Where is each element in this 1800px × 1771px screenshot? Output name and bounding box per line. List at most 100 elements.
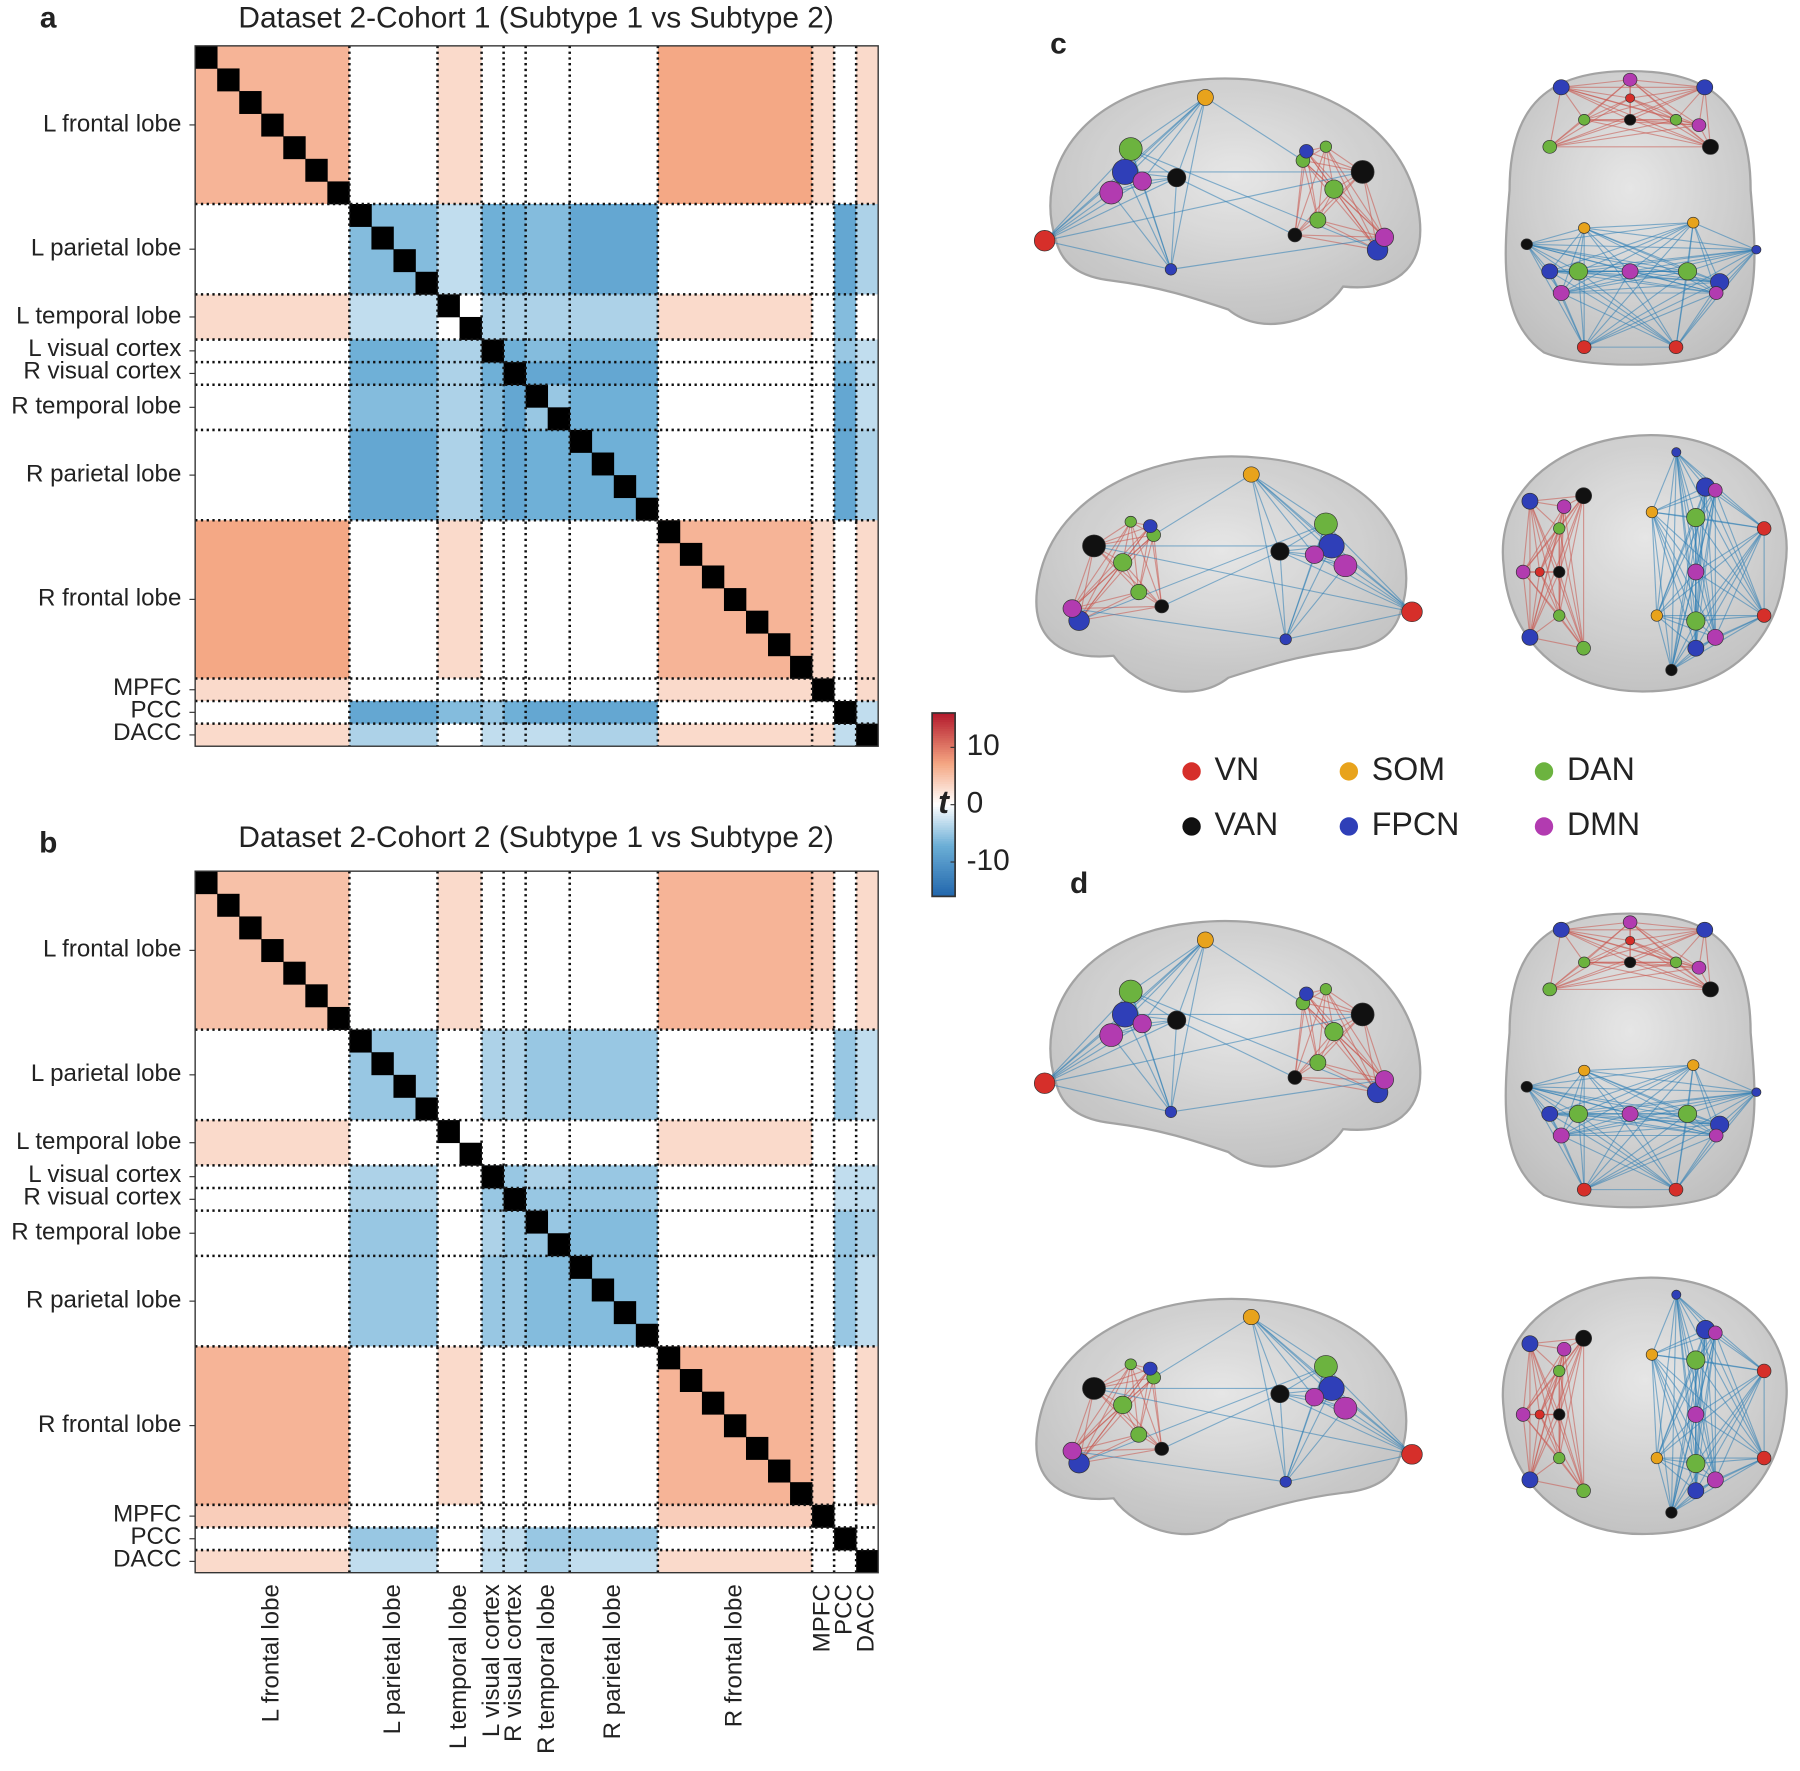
heatmap-block <box>834 723 857 747</box>
diagonal-cell <box>701 1391 725 1415</box>
row-label: R parietal lobe <box>26 1287 181 1314</box>
connection <box>1629 97 1711 148</box>
connection <box>1122 1404 1163 1450</box>
connection <box>1583 921 1631 963</box>
brain-node <box>1578 222 1591 234</box>
connection <box>1558 571 1585 649</box>
connection <box>1522 1414 1531 1480</box>
colorbar-step <box>932 841 956 845</box>
heatmap-block <box>812 294 835 340</box>
colorbar-step <box>932 763 956 767</box>
connection <box>1629 86 1705 121</box>
column-label: L visual cortex <box>478 1584 505 1737</box>
connection <box>1529 1414 1560 1481</box>
connection <box>1250 474 1281 552</box>
brain-node <box>1124 515 1137 528</box>
row-label: L frontal lobe <box>43 110 181 137</box>
brain-node <box>1374 227 1394 247</box>
connection <box>1670 452 1677 671</box>
brain-node <box>1314 1355 1338 1378</box>
connection <box>1651 1354 1697 1464</box>
heatmap-block <box>569 871 659 1030</box>
column-label: R temporal lobe <box>533 1584 560 1754</box>
connection <box>1656 1294 1677 1459</box>
colorbar-step <box>932 715 956 719</box>
heatmap-block <box>349 45 438 205</box>
legend-label: VAN <box>1215 806 1279 842</box>
row-label: L visual cortex <box>28 1161 181 1188</box>
connection <box>1549 961 1585 990</box>
heatmap-block <box>481 204 504 295</box>
connection <box>1695 1370 1765 1492</box>
heatmap-block <box>657 723 813 747</box>
brain-view-inner <box>1504 69 1762 366</box>
brain-node <box>1132 171 1152 191</box>
brain-node <box>1575 487 1592 505</box>
heatmap-block <box>525 1346 571 1506</box>
heatmap-block <box>525 1120 571 1166</box>
heatmap-block <box>657 678 813 702</box>
colorbar-step <box>932 768 956 771</box>
brain-node <box>1542 982 1557 997</box>
brain-node <box>1553 609 1566 622</box>
brain-node <box>1154 599 1169 614</box>
colorbar-step <box>932 779 956 783</box>
connection <box>1584 119 1711 148</box>
brain-node <box>1350 160 1375 184</box>
diagonal-cell <box>856 1550 879 1574</box>
connection <box>1675 1294 1716 1480</box>
column-label: L parietal lobe <box>379 1584 406 1734</box>
column-label: L frontal lobe <box>258 1584 285 1722</box>
connection <box>1583 1113 1631 1190</box>
brain-node <box>1621 263 1639 280</box>
connection <box>1522 571 1560 616</box>
connection <box>1141 1023 1172 1113</box>
colorbar-step <box>932 816 956 819</box>
connection <box>1305 993 1379 1093</box>
connection <box>1130 96 1206 150</box>
brain-node <box>1062 599 1082 618</box>
connection <box>1629 940 1700 969</box>
colorbar-step <box>932 875 956 879</box>
connection <box>1715 615 1765 638</box>
diagonal-cell <box>812 1504 835 1528</box>
heatmap-block <box>195 204 350 295</box>
heatmap-block <box>657 339 813 363</box>
diagonal-cell <box>393 1074 416 1098</box>
brain-node <box>1164 263 1178 276</box>
heatmap-block <box>195 1504 350 1528</box>
diagonal-cell <box>195 45 218 69</box>
colorbar-step <box>932 862 956 865</box>
connection <box>1285 1453 1413 1483</box>
heatmap-block <box>503 1255 526 1347</box>
colorbar-step <box>932 855 956 858</box>
heatmap-block <box>856 204 879 295</box>
connection <box>1529 1479 1584 1492</box>
heatmap-block <box>525 1029 571 1121</box>
connection <box>1317 989 1327 1063</box>
brain-node <box>1650 609 1663 622</box>
heatmap-block <box>812 520 835 679</box>
diagonal-cell <box>657 1346 681 1370</box>
brain-node <box>1696 79 1714 96</box>
diagonal-cell <box>790 655 813 679</box>
brain-node <box>1668 1182 1684 1197</box>
connection <box>1305 150 1385 238</box>
brain-view <box>1504 912 1762 1209</box>
connection <box>1629 249 1757 272</box>
connection <box>1695 1359 1716 1480</box>
heatmap-block <box>834 294 857 340</box>
brain-node <box>1556 499 1572 514</box>
brain-view <box>1033 77 1422 325</box>
colorbar-step <box>932 717 956 721</box>
connection <box>1629 97 1700 126</box>
heatmap-block <box>657 871 813 1030</box>
heatmap-block <box>569 294 659 340</box>
heatmap-block <box>569 339 659 363</box>
colorbar-step <box>932 795 956 799</box>
heatmap-block <box>856 1165 879 1189</box>
connection <box>1141 180 1172 270</box>
diagonal-cell <box>613 1301 637 1325</box>
heatmap-block <box>657 204 813 295</box>
